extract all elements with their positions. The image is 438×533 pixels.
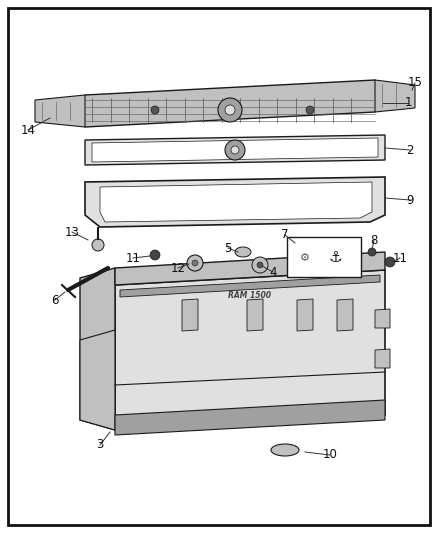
Text: 8: 8 [370,233,378,246]
Polygon shape [375,80,415,112]
Text: 14: 14 [21,124,35,136]
Circle shape [218,98,242,122]
Circle shape [150,250,160,260]
Polygon shape [80,268,115,430]
Text: 4: 4 [269,265,277,279]
Text: 12: 12 [170,262,186,274]
Polygon shape [80,330,115,430]
Polygon shape [120,275,380,297]
Polygon shape [375,349,390,368]
Ellipse shape [271,444,299,456]
Text: ⚙: ⚙ [300,253,310,263]
Circle shape [187,255,203,271]
Polygon shape [375,309,390,328]
Polygon shape [115,400,385,435]
Polygon shape [85,177,385,227]
Circle shape [385,257,395,267]
Text: 11: 11 [392,252,407,264]
Circle shape [225,105,235,115]
Polygon shape [115,270,385,430]
Polygon shape [247,299,263,331]
Polygon shape [85,135,385,165]
Polygon shape [297,299,313,331]
Text: 10: 10 [322,448,337,462]
Polygon shape [337,299,353,331]
Text: ⚓: ⚓ [328,251,342,265]
Circle shape [231,146,239,154]
Circle shape [368,248,376,256]
Polygon shape [35,95,85,127]
Circle shape [92,239,104,251]
Circle shape [225,140,245,160]
Circle shape [252,257,268,273]
Circle shape [306,106,314,114]
Polygon shape [92,138,378,162]
Polygon shape [115,252,385,285]
Text: 3: 3 [96,439,104,451]
Text: 13: 13 [64,225,79,238]
Circle shape [257,262,263,268]
Text: 1: 1 [404,96,412,109]
Text: 2: 2 [406,143,414,157]
Text: 11: 11 [126,252,141,264]
Circle shape [192,260,198,266]
Polygon shape [182,299,198,331]
Polygon shape [75,80,385,127]
Text: 6: 6 [51,294,59,306]
Text: 15: 15 [408,77,422,90]
Text: 5: 5 [224,241,232,254]
Circle shape [151,106,159,114]
FancyBboxPatch shape [287,237,361,277]
Polygon shape [100,182,372,222]
Text: RAM 1500: RAM 1500 [229,290,272,300]
Text: 7: 7 [281,229,289,241]
Ellipse shape [235,247,251,257]
Text: 9: 9 [406,193,414,206]
